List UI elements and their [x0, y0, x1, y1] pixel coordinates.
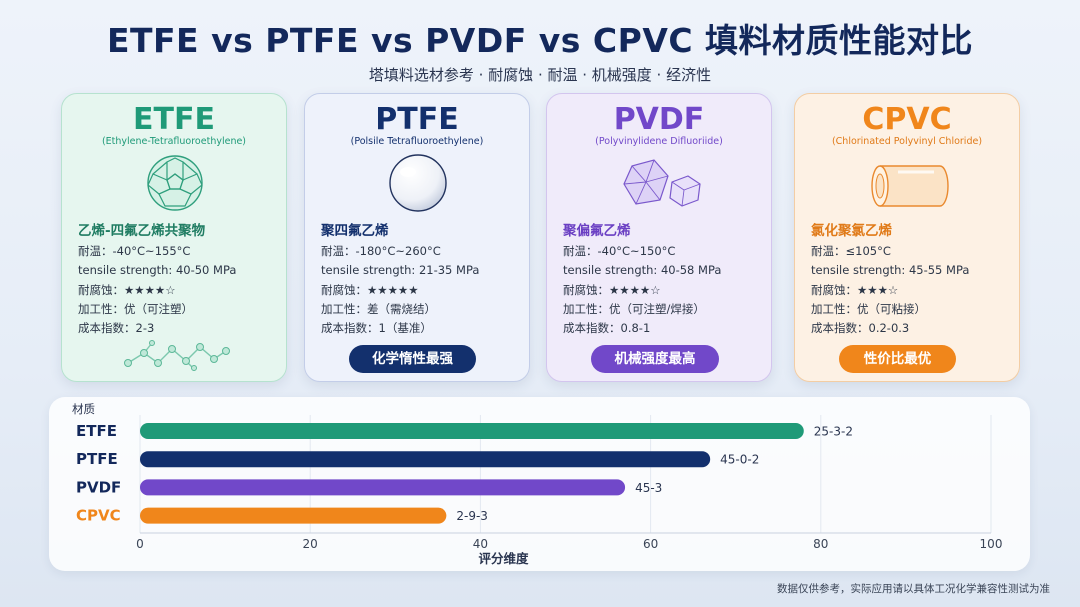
cost-index: 成本指数：0.2-0.3 [811, 321, 910, 336]
card-title: ETFE [133, 102, 215, 137]
bar-etfe [140, 423, 804, 439]
pipe-segment-icon [871, 165, 949, 207]
corrosion-rating: 耐腐蚀：★★★★☆ [563, 282, 661, 297]
card-fullname: (Polyvinylidene Difluoriide) [595, 136, 723, 147]
tensile-strength: tensile strength: 21-35 MPa [321, 263, 480, 278]
cost-index: 成本指数：1（基准） [321, 321, 432, 336]
temp-range: 耐温：-180°C~260°C [321, 244, 441, 258]
card-fullname: (Chlorinated Polyvinyl Chloride) [831, 136, 983, 147]
processability: 加工性：差（需烧结） [321, 301, 436, 316]
y-category-label: ETFE [76, 422, 117, 440]
x-tick-label: 60 [643, 537, 658, 551]
corrosion-rating: 耐腐蚀：★★★☆ [811, 282, 899, 297]
soccer-ball-molecule-icon [147, 155, 203, 211]
card-pvdf: PVDF (Polyvinylidene Difluoriide) 聚偏氟乙烯 … [546, 93, 772, 382]
temp-range: 耐温：-40°C~155°C [78, 244, 191, 258]
molecule-chain-icon [124, 340, 230, 371]
x-tick-label: 0 [136, 537, 144, 551]
card-fullname: (Ethylene-Tetrafluoroethylene) [101, 136, 247, 147]
footnote: 数据仅供参考，实际应用请以具体工况化学兼容性测试为准 [777, 583, 1050, 595]
x-tick-label: 100 [980, 537, 1003, 551]
temp-range: 耐温：≤105°C [811, 244, 891, 258]
card-etfe: ETFE (Ethylene-Tetrafluoroethylene) 乙烯-四… [61, 93, 287, 382]
y-axis-title: 材质 [72, 402, 95, 416]
bar-value-label: 45-0-2 [720, 453, 759, 467]
tensile-strength: tensile strength: 40-58 MPa [563, 263, 722, 278]
card-chinese-name: 聚偏氟乙烯 [563, 223, 631, 239]
card-ptfe: PTFE (Polsile Tetrafluoroethylene) 聚四氟乙烯… [304, 93, 530, 382]
corrosion-rating: 耐腐蚀：★★★★★ [321, 282, 419, 297]
tensile-strength: tensile strength: 40-50 MPa [78, 263, 237, 278]
temp-range: 耐温：-40°C~150°C [563, 244, 676, 258]
card-title: CPVC [862, 102, 952, 137]
cost-index: 成本指数：0.8-1 [563, 321, 651, 336]
card-chinese-name: 乙烯-四氟乙烯共聚物 [78, 223, 206, 239]
y-category-label: CPVC [76, 507, 121, 525]
bar-pvdf [140, 479, 626, 496]
highlight-badge: 性价比最优 [839, 345, 956, 373]
bar-chart-panel: 0 20 40 60 80 100 材质评分维度 ETFE 25-3-2 PTFE 45-0-2 PV… [49, 397, 1030, 571]
x-tick-label: 80 [813, 537, 828, 551]
tensile-strength: tensile strength: 45-55 MPa [811, 263, 970, 278]
bar-value-label: 45-3 [635, 481, 662, 495]
bar-value-label: 2-9-3 [456, 509, 488, 523]
page-subtitle: 塔填料选材参考 · 耐腐蚀 · 耐温 · 机械强度 · 经济性 [368, 66, 712, 84]
corrosion-rating: 耐腐蚀：★★★★☆ [78, 282, 176, 297]
x-tick-label: 20 [303, 537, 318, 551]
y-category-label: PVDF [76, 478, 121, 496]
highlight-badge: 化学惰性最强 [349, 345, 476, 373]
card-chinese-name: 氯化聚氯乙烯 [811, 223, 892, 239]
card-title: PVDF [613, 102, 705, 137]
highlight-badge: 机械强度最高 [591, 345, 719, 373]
x-axis-title: 评分维度 [478, 551, 529, 566]
crystal-cube-icon [623, 159, 701, 207]
bar-value-label: 25-3-2 [814, 425, 853, 439]
card-cpvc: CPVC (Chlorinated Polyvinyl Chloride) 氯化… [794, 93, 1020, 382]
bar-ptfe [140, 451, 711, 468]
card-chinese-name: 聚四氟乙烯 [321, 223, 389, 239]
y-category-label: PTFE [76, 450, 118, 468]
x-tick-label: 40 [473, 537, 488, 551]
card-title: PTFE [375, 102, 459, 137]
bar-cpvc [140, 507, 447, 524]
card-fullname: (Polsile Tetrafluoroethylene) [350, 136, 484, 147]
processability: 加工性：优（可注塑/焊接） [563, 301, 705, 316]
processability: 加工性：优（可粘接） [811, 301, 926, 316]
cost-index: 成本指数：2-3 [78, 321, 155, 336]
page-title: ETFE vs PTFE vs PVDF vs CPVC 填料材质性能对比 [106, 21, 974, 60]
processability: 加工性：优（可注塑） [78, 301, 193, 316]
white-sphere-icon [389, 154, 447, 212]
